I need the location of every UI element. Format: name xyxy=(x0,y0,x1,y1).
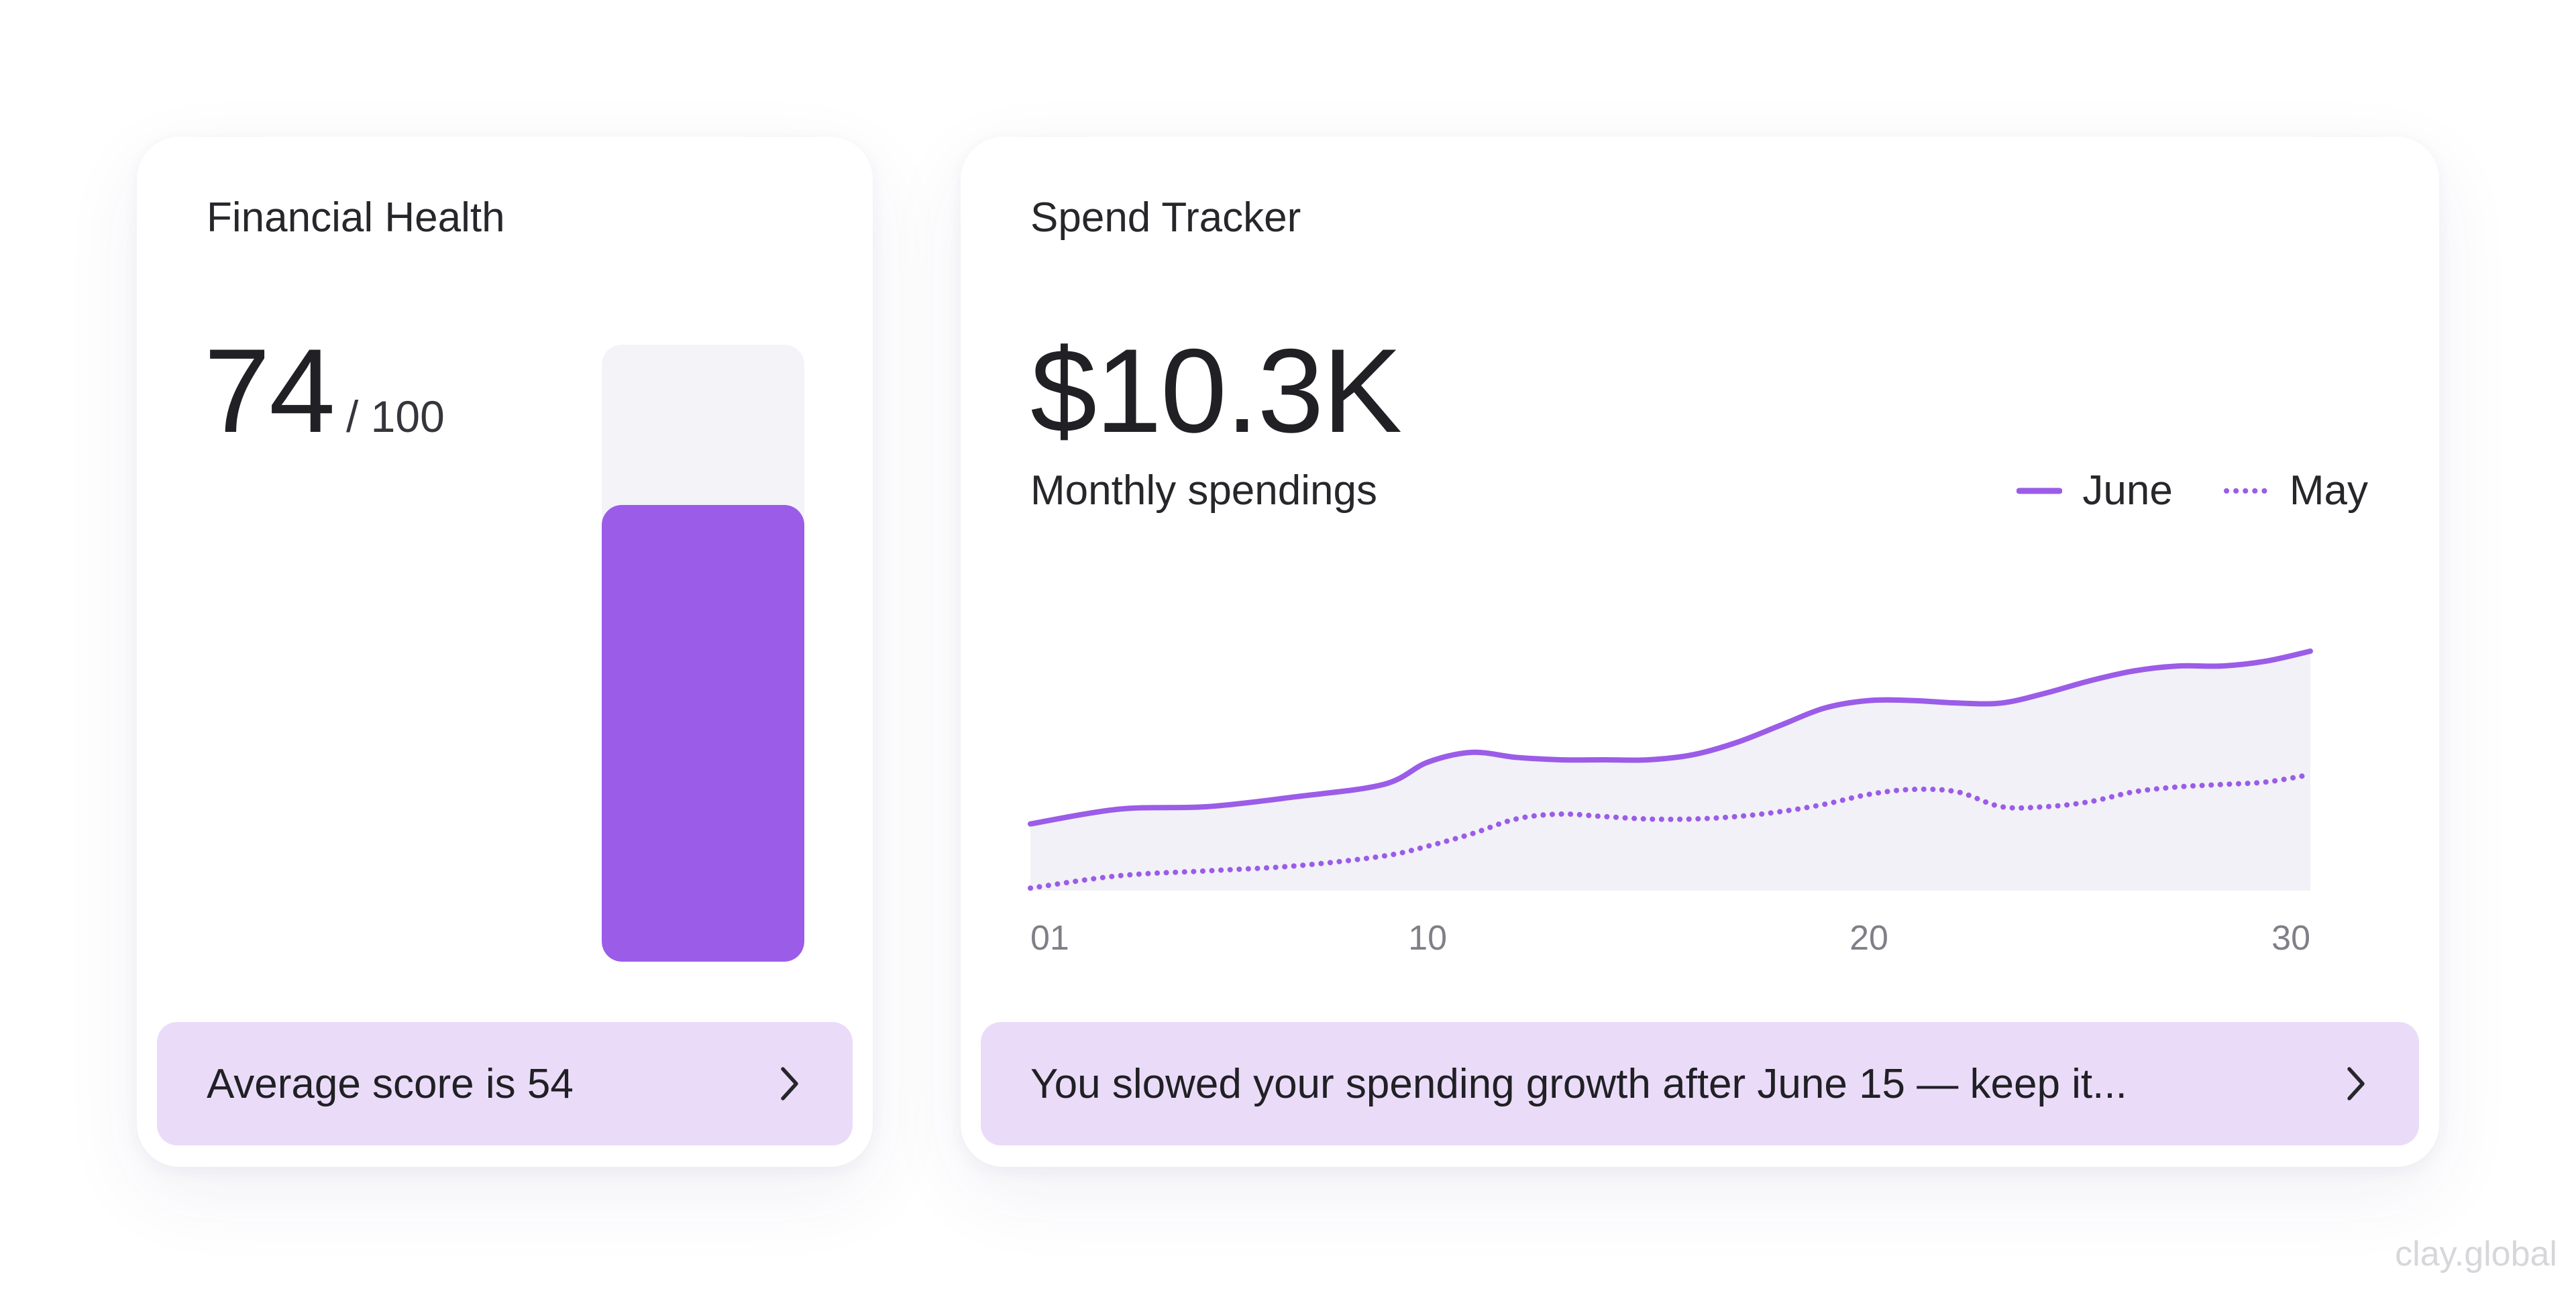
legend-item-june[interactable]: June xyxy=(2017,467,2173,514)
average-score-insight-button[interactable]: Average score is 54 xyxy=(157,1022,853,1145)
spend-tracker-card: Spend Tracker $10.3K Monthly spendings J… xyxy=(961,137,2439,1167)
june-series-line xyxy=(1028,648,2313,827)
score-value: 74 xyxy=(204,324,335,457)
monthly-spendings-label: Monthly spendings xyxy=(1030,467,1377,514)
legend-label-may: May xyxy=(2289,467,2368,514)
x-tick-label: 10 xyxy=(1408,919,1447,958)
spending-growth-text: You slowed your spending growth after Ju… xyxy=(1030,1060,2127,1107)
june-area-fill xyxy=(1030,651,2310,891)
score-bar-fill xyxy=(602,505,804,962)
monthly-spend-total: $10.3K xyxy=(1030,324,1402,457)
dotted-line-swatch xyxy=(2223,488,2269,494)
average-score-text: Average score is 54 xyxy=(207,1060,574,1107)
may-series-line xyxy=(1028,772,2313,891)
watermark: clay.global xyxy=(2395,1235,2557,1274)
score-max: / 100 xyxy=(346,392,445,441)
spending-growth-insight-button[interactable]: You slowed your spending growth after Ju… xyxy=(981,1022,2419,1145)
spend-line-chart: 01 10 20 30 xyxy=(1028,648,2313,958)
score-bar-track xyxy=(602,345,804,962)
chevron-right-icon xyxy=(2347,1067,2365,1100)
x-tick-label: 30 xyxy=(2271,919,2310,958)
legend-label-june: June xyxy=(2082,467,2173,514)
financial-health-card: Financial Health 74/ 100 Average score i… xyxy=(137,137,873,1167)
x-tick-label: 20 xyxy=(1849,919,1888,958)
financial-health-title: Financial Health xyxy=(207,194,505,241)
x-axis-ticks: 01 10 20 30 xyxy=(1030,919,2310,958)
legend-item-may[interactable]: May xyxy=(2223,467,2368,514)
solid-line-swatch xyxy=(2017,488,2063,494)
chevron-right-icon xyxy=(781,1067,798,1100)
spend-tracker-title: Spend Tracker xyxy=(1030,194,1301,241)
score-display: 74/ 100 xyxy=(204,331,445,451)
x-tick-label: 01 xyxy=(1030,919,1069,958)
chart-legend: June May xyxy=(2017,467,2368,514)
